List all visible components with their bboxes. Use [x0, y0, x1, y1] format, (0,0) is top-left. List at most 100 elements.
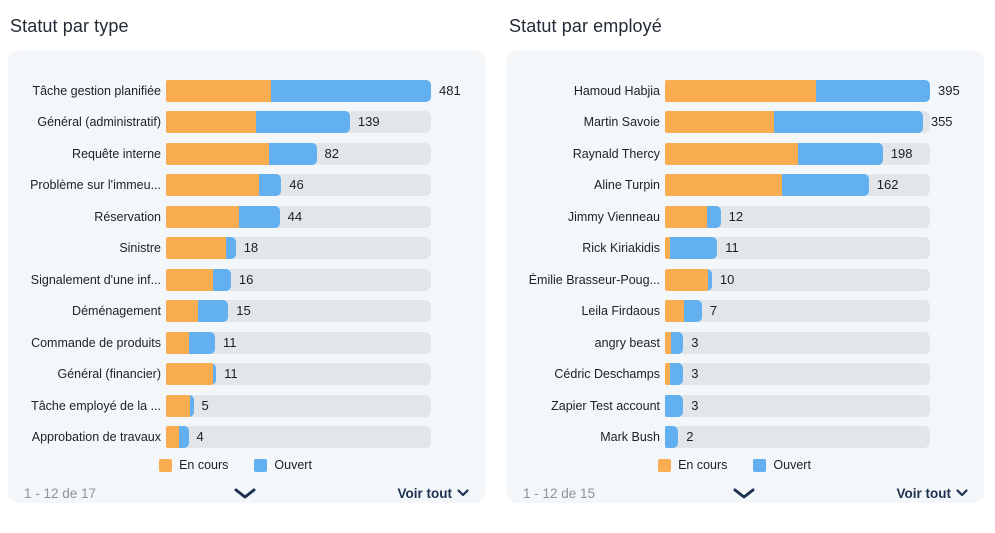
bar-segment-ouvert[interactable] [270, 79, 431, 102]
chart-legend: En cours Ouvert [508, 455, 961, 475]
stacked-bar[interactable] [665, 331, 684, 354]
bar-segment-en-cours[interactable] [166, 142, 269, 165]
legend-swatch-en-cours [159, 458, 173, 472]
legend-item-en-cours[interactable]: En cours [658, 458, 727, 472]
bar-track: 11 [166, 331, 431, 354]
bar-segment-en-cours[interactable] [166, 300, 198, 323]
bar-segment-en-cours[interactable] [665, 331, 672, 354]
legend-item-ouvert[interactable]: Ouvert [254, 458, 312, 472]
bar-segment-en-cours[interactable] [665, 111, 775, 134]
expand-button[interactable] [228, 486, 262, 501]
stacked-bar[interactable] [665, 111, 923, 134]
bar-segment-ouvert[interactable] [671, 331, 684, 354]
stacked-bar[interactable] [166, 331, 215, 354]
bar-segment-en-cours[interactable] [166, 237, 226, 260]
stacked-bar[interactable] [665, 394, 684, 417]
stacked-bar[interactable] [166, 205, 280, 228]
stacked-bar[interactable] [166, 79, 431, 102]
stacked-bar[interactable] [665, 205, 721, 228]
bar-track: 3 [665, 394, 930, 417]
stacked-bar[interactable] [166, 142, 317, 165]
bar-segment-ouvert[interactable] [188, 331, 215, 354]
stacked-bar[interactable] [665, 237, 718, 260]
stacked-bar[interactable] [166, 237, 236, 260]
chart-row: Requête interne 82 [18, 138, 471, 170]
stacked-bar[interactable] [166, 268, 231, 291]
stacked-bar[interactable] [665, 174, 869, 197]
bar-track: 355 [665, 111, 953, 134]
bar-segment-ouvert[interactable] [781, 174, 869, 197]
bar-segment-ouvert[interactable] [683, 300, 702, 323]
chart-row: Problème sur l'immeu... 46 [18, 170, 471, 202]
bar-segment-ouvert[interactable] [816, 79, 930, 102]
see-all-button[interactable]: Voir tout [895, 486, 971, 501]
bar-segment-ouvert[interactable] [665, 426, 679, 449]
bar-segment-en-cours[interactable] [665, 300, 684, 323]
bar-track: 44 [166, 205, 431, 228]
stacked-bar[interactable] [166, 394, 194, 417]
bar-segment-ouvert[interactable] [268, 142, 317, 165]
bar-segment-ouvert[interactable] [797, 142, 883, 165]
bar-segment-en-cours[interactable] [665, 205, 708, 228]
bar-segment-en-cours[interactable] [665, 79, 817, 102]
bar-track-background [665, 331, 930, 354]
see-all-label: Voir tout [896, 485, 952, 501]
bar-segment-en-cours[interactable] [166, 268, 213, 291]
bar-segment-ouvert[interactable] [239, 205, 280, 228]
bar-segment-ouvert[interactable] [258, 174, 282, 197]
stacked-bar[interactable] [665, 363, 684, 386]
bar-value-label: 12 [728, 208, 744, 224]
stacked-bar[interactable] [665, 79, 930, 102]
legend-label: Ouvert [773, 458, 811, 472]
bar-segment-en-cours[interactable] [166, 363, 214, 386]
bar-segment-ouvert[interactable] [189, 394, 194, 417]
bar-segment-en-cours[interactable] [166, 205, 240, 228]
bar-segment-en-cours[interactable] [166, 394, 190, 417]
bar-segment-ouvert[interactable] [178, 426, 189, 449]
bar-segment-ouvert[interactable] [255, 111, 350, 134]
stacked-bar[interactable] [166, 300, 229, 323]
bar-segment-ouvert[interactable] [212, 268, 231, 291]
legend-item-ouvert[interactable]: Ouvert [753, 458, 811, 472]
bar-segment-en-cours[interactable] [166, 426, 179, 449]
bar-segment-en-cours[interactable] [166, 79, 271, 102]
category-label: Raynald Thercy [572, 146, 660, 161]
bar-segment-en-cours[interactable] [166, 174, 259, 197]
chart-row: angry beast 3 [517, 327, 970, 359]
bar-segment-ouvert[interactable] [197, 300, 229, 323]
bar-segment-en-cours[interactable] [166, 331, 189, 354]
expand-button[interactable] [727, 486, 761, 501]
bar-segment-ouvert[interactable] [707, 268, 712, 291]
bar-segment-en-cours[interactable] [665, 237, 671, 260]
legend-item-en-cours[interactable]: En cours [159, 458, 228, 472]
bar-segment-ouvert[interactable] [774, 111, 923, 134]
bar-segment-ouvert[interactable] [225, 237, 236, 260]
stacked-bar[interactable] [665, 300, 702, 323]
stacked-bar[interactable] [166, 111, 350, 134]
chart-row: Rick Kiriakidis 11 [517, 233, 970, 265]
bar-segment-en-cours[interactable] [166, 111, 256, 134]
stacked-bar[interactable] [166, 174, 282, 197]
bar-segment-ouvert[interactable] [665, 394, 684, 417]
category-label: Général (administratif) [37, 115, 161, 130]
bar-segment-en-cours[interactable] [665, 363, 671, 386]
bar-segment-ouvert[interactable] [213, 363, 217, 386]
bar-value-label: 198 [890, 145, 913, 161]
chart-row: Général (financier) 11 [18, 359, 471, 391]
see-all-button[interactable]: Voir tout [396, 486, 472, 501]
stacked-bar[interactable] [665, 426, 679, 449]
bar-segment-ouvert[interactable] [670, 363, 684, 386]
stacked-bar[interactable] [166, 426, 189, 449]
bar-segment-ouvert[interactable] [707, 205, 721, 228]
category-label: Zapier Test account [551, 398, 660, 413]
chart-row: Raynald Thercy 198 [517, 138, 970, 170]
bar-rows: Tâche gestion planifiée 481 Général (admin… [18, 75, 471, 453]
bar-value-label: 11 [725, 240, 739, 256]
bar-segment-en-cours[interactable] [665, 142, 798, 165]
bar-segment-ouvert[interactable] [670, 237, 718, 260]
bar-segment-en-cours[interactable] [665, 268, 708, 291]
stacked-bar[interactable] [665, 142, 883, 165]
stacked-bar[interactable] [166, 363, 217, 386]
bar-segment-en-cours[interactable] [665, 174, 782, 197]
stacked-bar[interactable] [665, 268, 712, 291]
